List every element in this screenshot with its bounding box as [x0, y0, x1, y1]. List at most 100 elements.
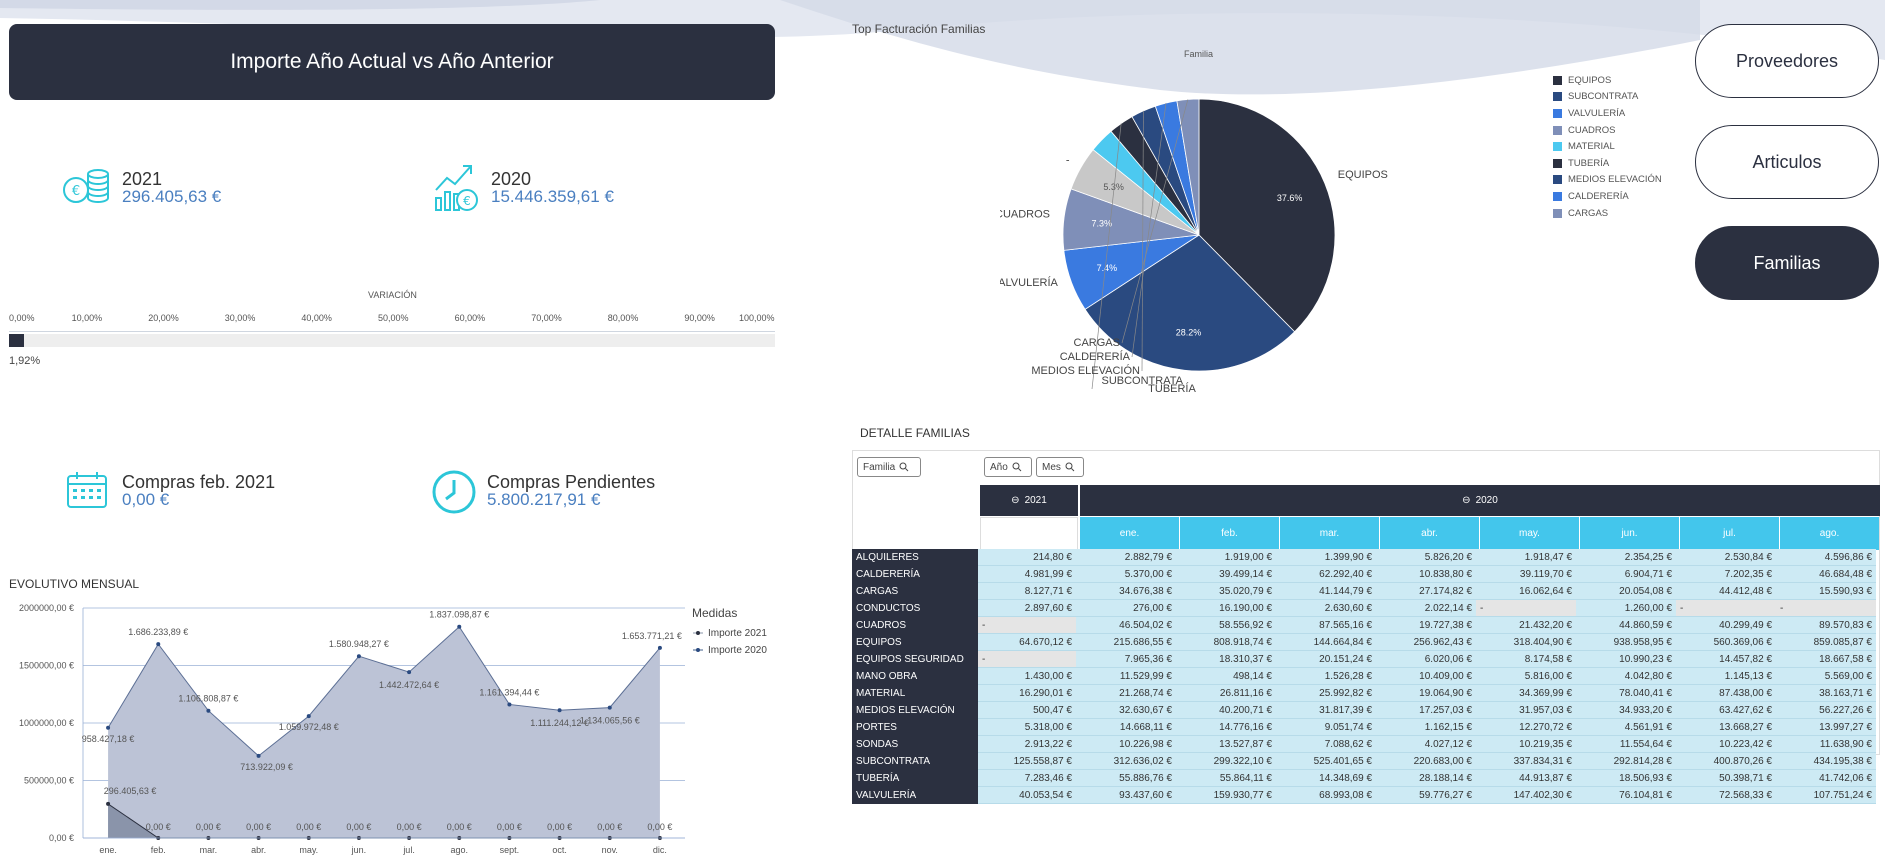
table-row[interactable]: SUBCONTRATA 125.558,87 €312.636,02 €299.3…	[852, 752, 1876, 770]
filter-mes-label: Mes	[1042, 461, 1061, 473]
table-cell: 2.630,60 €	[1276, 599, 1376, 617]
familias-button[interactable]: Familias	[1695, 226, 1879, 300]
legend-label[interactable]: Importe 2020	[708, 645, 767, 656]
table-row[interactable]: CALDERERÍA 4.981,99 €5.370,00 €39.499,14 …	[852, 565, 1876, 583]
month-header[interactable]: mar.	[1280, 517, 1379, 550]
data-label-2021: 0,00 €	[497, 822, 522, 832]
data-label-2020: 1.442.472,64 €	[379, 680, 439, 690]
legend-item[interactable]: SUBCONTRATA	[1553, 89, 1693, 106]
table-cell: -	[978, 650, 1076, 668]
row-family-name: EQUIPOS	[852, 633, 978, 651]
table-cell: 125.558,87 €	[978, 752, 1076, 770]
filter-mes-button[interactable]: Mes	[1036, 457, 1084, 477]
month-header[interactable]: jul.	[1680, 517, 1779, 550]
table-cell: 12.270,72 €	[1476, 718, 1576, 736]
legend-label: VALVULERÍA	[1568, 107, 1626, 119]
filter-familia-button[interactable]: Familia	[857, 457, 921, 477]
pie-slice[interactable]	[1198, 98, 1336, 333]
month-header[interactable]: feb.	[1180, 517, 1279, 550]
month-header[interactable]: abr.	[1380, 517, 1479, 550]
data-point-2020[interactable]	[256, 753, 261, 758]
data-point-2020[interactable]	[206, 708, 211, 713]
data-label-2020: 1.111.244,12 €	[530, 718, 589, 728]
table-cell: 10.223,42 €	[1676, 735, 1776, 753]
table-cell: 39.119,70 €	[1476, 565, 1576, 583]
row-family-name: TUBERÍA	[852, 769, 978, 787]
table-row[interactable]: MANO OBRA 1.430,00 €11.529,99 €498,14 €1.…	[852, 667, 1876, 685]
legend-label[interactable]: Importe 2021	[708, 628, 767, 639]
x-tick-label: dic.	[653, 845, 667, 855]
row-family-name: VALVULERÍA	[852, 786, 978, 804]
month-header[interactable]: ene.	[1080, 517, 1179, 550]
data-point-2020[interactable]	[306, 714, 311, 719]
x-tick-label: feb.	[151, 845, 166, 855]
legend-label: CALDERERÍA	[1568, 190, 1629, 202]
table-cell: 1.162,15 €	[1376, 718, 1476, 736]
table-row[interactable]: SONDAS 2.913,22 €10.226,98 €13.527,87 €7.…	[852, 735, 1876, 753]
variation-tick: 40,00%	[301, 313, 332, 323]
legend-item[interactable]: MATERIAL	[1553, 138, 1693, 155]
legend-item[interactable]: MEDIOS ELEVACIÓN	[1553, 172, 1693, 189]
filter-anio-button[interactable]: Año	[984, 457, 1032, 477]
data-point-2020[interactable]	[507, 702, 512, 707]
table-row[interactable]: CUADROS -46.504,02 €58.556,92 €87.565,16 …	[852, 616, 1876, 634]
table-row[interactable]: EQUIPOS 64.670,12 €215.686,55 €808.918,74…	[852, 633, 1876, 651]
table-cell: 89.570,83 €	[1776, 616, 1876, 634]
year-2021-header[interactable]: ⊖ 2021	[980, 485, 1078, 516]
table-cell: 20.151,24 €	[1276, 650, 1376, 668]
row-family-name: SONDAS	[852, 735, 978, 753]
articulos-button[interactable]: Articulos	[1695, 125, 1879, 199]
data-point-2020[interactable]	[607, 705, 612, 710]
data-point-2020[interactable]	[356, 654, 361, 659]
table-row[interactable]: VALVULERÍA 40.053,54 €93.437,60 €159.930,…	[852, 786, 1876, 804]
data-label-2020: 1.837.098,87 €	[429, 610, 489, 620]
table-row[interactable]: PORTES 5.318,00 €14.668,11 €14.776,16 €9.…	[852, 718, 1876, 736]
table-row[interactable]: CONDUCTOS 2.897,60 €276,00 €16.190,00 €2.…	[852, 599, 1876, 617]
legend-item[interactable]: CUADROS	[1553, 122, 1693, 139]
legend-item[interactable]: CALDERERÍA	[1553, 188, 1693, 205]
table-cell: 13.997,27 €	[1776, 718, 1876, 736]
variation-fill	[9, 334, 24, 347]
table-cell: 19.064,90 €	[1376, 684, 1476, 702]
legend-swatch	[1553, 108, 1562, 118]
table-row[interactable]: MATERIAL 16.290,01 €21.268,74 €26.811,16 …	[852, 684, 1876, 702]
table-cell: 434.195,38 €	[1776, 752, 1876, 770]
data-point-2020[interactable]	[657, 645, 662, 650]
data-point-2020[interactable]	[156, 642, 161, 647]
table-cell: 18.506,93 €	[1576, 769, 1676, 787]
legend-item[interactable]: VALVULERÍA	[1553, 105, 1693, 122]
pie-legend: EQUIPOS SUBCONTRATA VALVULERÍA CUADROS MATER…	[1553, 72, 1693, 221]
table-row[interactable]: CARGAS 8.127,71 €34.676,38 €35.020,79 €41…	[852, 582, 1876, 600]
table-cell: 560.369,06 €	[1676, 633, 1776, 651]
table-cell: 34.676,38 €	[1076, 582, 1176, 600]
clock-icon	[432, 470, 476, 514]
table-cell: 41.144,79 €	[1276, 582, 1376, 600]
data-point-2020[interactable]	[407, 670, 412, 675]
pie-slice[interactable]	[1084, 234, 1296, 372]
data-point-2021[interactable]	[106, 801, 111, 806]
table-row[interactable]: MEDIOS ELEVACIÓN 500,47 €32.630,67 €40.20…	[852, 701, 1876, 719]
legend-item[interactable]: EQUIPOS	[1553, 72, 1693, 89]
data-point-2020[interactable]	[457, 624, 462, 629]
table-cell: 68.993,08 €	[1276, 786, 1376, 804]
variation-tick: 100,00%	[739, 313, 775, 323]
legend-marker	[696, 631, 700, 635]
legend-item[interactable]: TUBERÍA	[1553, 155, 1693, 172]
table-cell: 13.668,27 €	[1676, 718, 1776, 736]
table-row[interactable]: TUBERÍA 7.283,46 €55.886,76 €55.864,11 €1…	[852, 769, 1876, 787]
legend-item[interactable]: CARGAS	[1553, 205, 1693, 222]
pie-value-label: 37.6%	[1277, 193, 1303, 203]
month-header[interactable]: ago.	[1780, 517, 1879, 550]
table-row[interactable]: ALQUILERES 214,80 €2.882,79 €1.919,00 €1.…	[852, 549, 1876, 566]
table-row[interactable]: EQUIPOS SEGURIDAD -7.965,36 €18.310,37 €2…	[852, 650, 1876, 668]
y-tick-label: 1500000,00 €	[19, 661, 74, 671]
data-point-2020[interactable]	[557, 708, 562, 713]
pie-category-label: MEDIOS ELEVACIÓN	[1031, 364, 1140, 377]
proveedores-button[interactable]: Proveedores	[1695, 24, 1879, 98]
data-point-2020[interactable]	[106, 725, 111, 730]
variation-tick: 90,00%	[684, 313, 715, 323]
month-header[interactable]: jun.	[1580, 517, 1679, 550]
year-2020-header[interactable]: ⊖ 2020	[1080, 485, 1880, 516]
month-header[interactable]: may.	[1480, 517, 1579, 550]
table-cell: 159.930,77 €	[1176, 786, 1276, 804]
